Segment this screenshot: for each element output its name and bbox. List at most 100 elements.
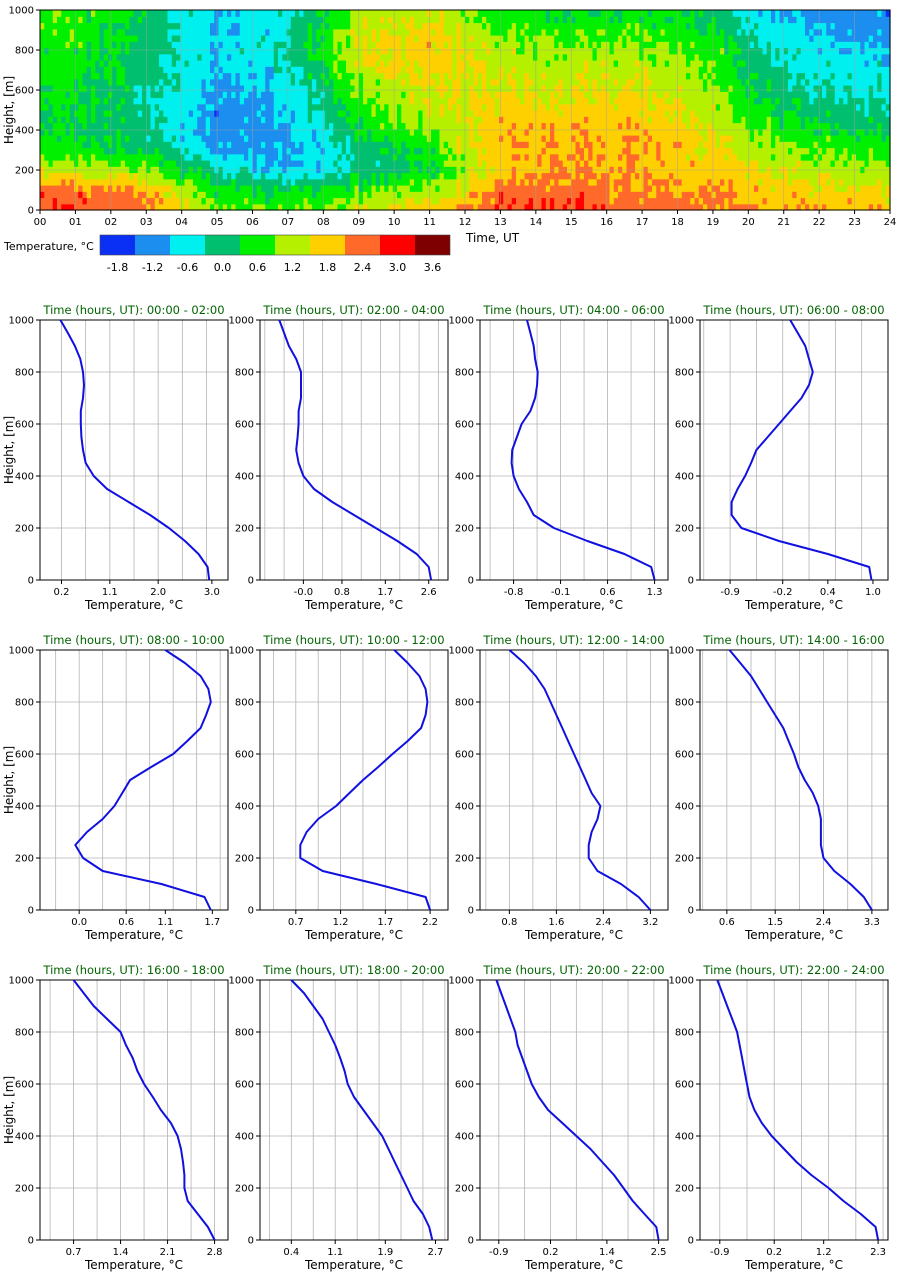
- heatmap-cell: [358, 47, 364, 55]
- heatmap-cell: [533, 135, 538, 142]
- heatmap-cell: [592, 66, 598, 74]
- heatmap-cell: [57, 141, 62, 149]
- heatmap-cell: [388, 191, 394, 199]
- heatmap-cell: [418, 116, 424, 124]
- heatmap-cell: [422, 178, 428, 186]
- heatmap-cell: [69, 28, 75, 36]
- heatmap-cell: [316, 47, 322, 55]
- heatmap-cell: [248, 128, 254, 136]
- heatmap-cell: [664, 60, 670, 67]
- heatmap-cell: [558, 141, 564, 149]
- heatmap-cell: [681, 35, 687, 42]
- heatmap-cell: [524, 191, 530, 199]
- heatmap-cell: [176, 141, 181, 149]
- heatmap-cell: [694, 153, 700, 161]
- heatmap-cell: [52, 47, 58, 55]
- heatmap-cell: [622, 135, 628, 142]
- heatmap-cell: [265, 166, 271, 174]
- heatmap-cell: [494, 128, 500, 136]
- heatmap-cell: [312, 147, 317, 155]
- heatmap-cell: [426, 185, 432, 192]
- heatmap-cell: [630, 22, 636, 30]
- heatmap-cell: [465, 203, 470, 211]
- heatmap-cell: [422, 53, 428, 61]
- heatmap-cell: [448, 85, 453, 92]
- heatmap-cell: [375, 53, 381, 61]
- heatmap-cell: [163, 16, 169, 24]
- heatmap-cell: [312, 10, 317, 17]
- heatmap-cell: [669, 135, 674, 142]
- heatmap-cell: [503, 153, 509, 161]
- heatmap-cell: [265, 10, 271, 17]
- heatmap-cell: [397, 153, 402, 161]
- heatmap-cell: [65, 47, 71, 55]
- heatmap-cell: [575, 116, 581, 124]
- heatmap-cell: [490, 97, 496, 105]
- heatmap-cell: [146, 160, 152, 167]
- heatmap-cell: [133, 141, 139, 149]
- heatmap-cell: [69, 97, 75, 105]
- heatmap-cell: [477, 66, 483, 74]
- heatmap-cell: [125, 135, 130, 142]
- heatmap-cell: [499, 141, 504, 149]
- heatmap-cell: [116, 60, 122, 67]
- heatmap-cell: [286, 16, 292, 24]
- heatmap-cell: [48, 166, 54, 174]
- heatmap-cell: [142, 41, 147, 49]
- heatmap-cell: [150, 35, 156, 42]
- heatmap-cell: [503, 28, 509, 36]
- heatmap-cell: [507, 60, 513, 67]
- heatmap-cell: [384, 85, 390, 92]
- heatmap-cell: [477, 203, 483, 211]
- heatmap-cell: [473, 35, 479, 42]
- heatmap-cell: [40, 191, 45, 199]
- heatmap-cell: [482, 91, 487, 99]
- heatmap-cell: [350, 78, 356, 86]
- heatmap-cell: [65, 85, 71, 92]
- heatmap-cell: [639, 122, 645, 130]
- heatmap-cell: [524, 41, 530, 49]
- heatmap-cell: [350, 28, 356, 36]
- heatmap-cell: [609, 197, 615, 205]
- heatmap-cell: [652, 53, 657, 61]
- heatmap-cell: [592, 178, 598, 186]
- heatmap-cell: [694, 166, 700, 174]
- heatmap-cell: [337, 172, 343, 180]
- heatmap-cell: [184, 153, 190, 161]
- heatmap-cell: [324, 110, 330, 117]
- heatmap-cell: [443, 128, 449, 136]
- heatmap-cell: [490, 147, 496, 155]
- heatmap-cell: [669, 35, 674, 42]
- heatmap-cell: [558, 197, 564, 205]
- heatmap-cell: [681, 160, 687, 167]
- heatmap-cell: [660, 16, 666, 24]
- heatmap-cell: [524, 22, 530, 30]
- heatmap-cell: [613, 53, 619, 61]
- heatmap-cell: [201, 197, 207, 205]
- heatmap-cell: [677, 128, 683, 136]
- heatmap-cell: [681, 16, 687, 24]
- heatmap-cell: [588, 53, 594, 61]
- heatmap-cell: [443, 147, 449, 155]
- heatmap-cell: [278, 178, 283, 186]
- heatmap-cell: [244, 60, 249, 67]
- heatmap-cell: [358, 178, 364, 186]
- heatmap-cell: [520, 35, 526, 42]
- heatmap-cell: [541, 122, 547, 130]
- heatmap-cell: [154, 16, 160, 24]
- heatmap-cell: [694, 66, 700, 74]
- heatmap-cell: [694, 185, 700, 192]
- heatmap-cell: [354, 22, 360, 30]
- heatmap-cell: [469, 35, 475, 42]
- heatmap-cell: [516, 147, 521, 155]
- heatmap-cell: [605, 147, 611, 155]
- heatmap-cell: [227, 160, 232, 167]
- heatmap-cell: [516, 22, 521, 30]
- heatmap-cell: [397, 47, 402, 55]
- heatmap-cell: [558, 178, 564, 186]
- heatmap-cell: [329, 91, 334, 99]
- heatmap-cell: [329, 97, 334, 105]
- heatmap-cell: [57, 85, 62, 92]
- heatmap-cell: [473, 147, 479, 155]
- heatmap-cell: [681, 172, 687, 180]
